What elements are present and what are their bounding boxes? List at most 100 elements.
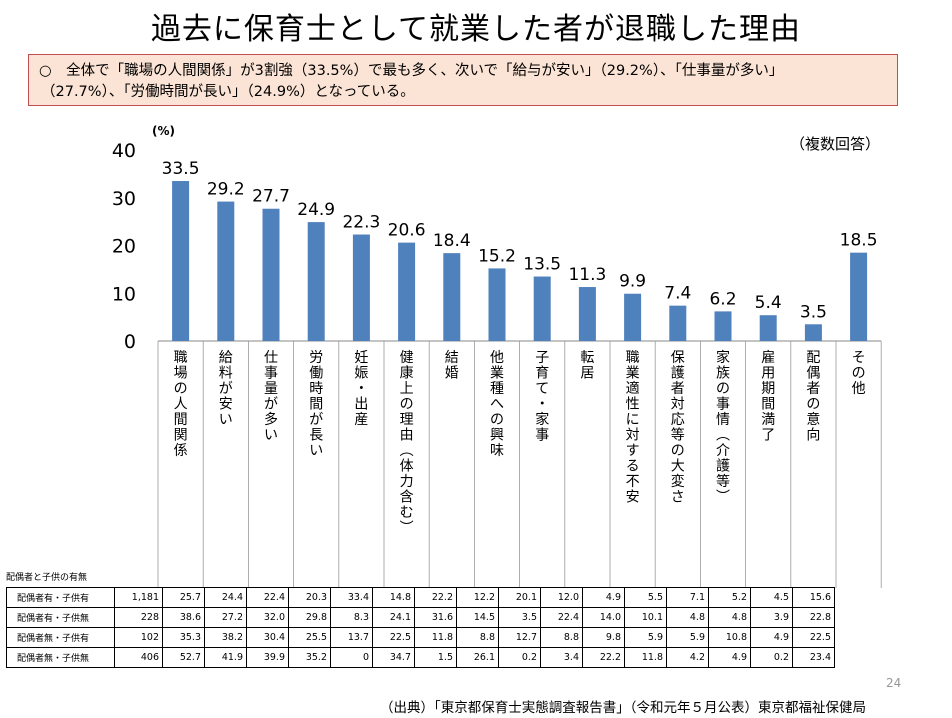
row-label: 配偶者無・子供無	[6, 647, 115, 668]
table-cell: 8.8	[456, 627, 499, 648]
table-cell: 30.4	[246, 627, 289, 648]
category-label-char: 料	[219, 366, 233, 382]
category-label-char: 家	[535, 411, 549, 428]
data-label: 5.4	[755, 293, 782, 313]
category-label-char: 性	[626, 397, 640, 413]
table-cell: 7.1	[666, 587, 709, 608]
category-label-char: そ	[852, 350, 866, 366]
table-cell: 8.3	[330, 607, 373, 628]
category-label-char: 場	[174, 366, 188, 382]
table-cell: 4.8	[708, 607, 751, 628]
table-cell: 0.2	[750, 647, 793, 668]
category-label-char: 力	[400, 474, 414, 490]
data-label: 9.9	[619, 272, 646, 292]
category-label-char: 用	[761, 366, 775, 382]
row-label: 配偶者有・子供無	[6, 607, 115, 628]
table-cell: 14.8	[372, 587, 415, 608]
category-label-char: む	[400, 505, 414, 521]
category-label-char: 子	[535, 350, 549, 366]
category-label-char: 人	[174, 397, 188, 413]
category-label-char: 産	[354, 412, 368, 428]
y-axis-unit: (%)	[152, 124, 175, 138]
category-label-char: に	[626, 412, 640, 428]
category-label-char: 業	[490, 366, 504, 382]
summary-line-1: ○ 全体で「職場の人間関係」が3割強（33.5%）で最も多く、次いで「給与が安い…	[39, 63, 784, 79]
data-label: 6.2	[709, 289, 736, 309]
y-tick-label: 20	[112, 236, 136, 258]
category-label-char: ・	[354, 381, 368, 397]
category-label-char: 事	[264, 366, 278, 382]
table-cell: 3.5	[498, 607, 541, 628]
category-label-char: 種	[490, 381, 504, 397]
page-title: 過去に保育士として就業した者が退職した理由	[150, 12, 802, 47]
table-row: 配偶者無・子供無 406 52.7 41.9 39.9 35.2 0 34.7 1.5 26.1 0…	[6, 647, 835, 668]
table-cell: 22.5	[792, 627, 835, 648]
table-cell: 20.1	[498, 587, 541, 608]
crosstab-table: 配偶者有・子供有 1,181 25.7 24.4 22.4 20.3 33.4 14.8 22.…	[6, 587, 835, 668]
category-label-char: 変	[671, 473, 685, 490]
category-label-char: 了	[761, 428, 775, 444]
category-label-char: 給	[219, 350, 233, 366]
category-label-char: 居	[580, 366, 594, 382]
table-cell: 13.7	[330, 627, 373, 648]
category-label-char: 安	[219, 397, 233, 413]
category-label-char: す	[626, 443, 640, 459]
data-label: 29.2	[207, 180, 245, 200]
data-label: 27.7	[252, 187, 290, 207]
table-cell: 22.8	[792, 607, 835, 628]
bar	[850, 252, 868, 341]
table-cell: 0	[330, 647, 373, 668]
category-label-char: の	[806, 397, 820, 413]
category-label-char: 由	[400, 428, 414, 444]
data-label: 18.4	[433, 231, 471, 251]
table-cell: 22.2	[414, 587, 457, 608]
table-row: 配偶者無・子供有 102 35.3 38.2 30.4 25.5 13.7 22.5 11.8 8…	[6, 627, 835, 648]
category-label-char: 妊	[354, 350, 368, 366]
multiple-answer-note: （複数回答）	[790, 135, 881, 153]
category-label-char: 業	[626, 366, 640, 382]
bar	[443, 253, 461, 341]
bar-chart: 40302010033.5職場の人間関係29.2給料が安い27.7仕事量が多い2…	[112, 140, 882, 588]
category-label-char: が	[264, 397, 278, 413]
table-cell: 38.6	[162, 607, 205, 628]
table-cell: 15.6	[792, 587, 835, 608]
bar	[624, 293, 642, 341]
bar	[714, 311, 732, 341]
table-cell: 24.1	[372, 607, 415, 628]
bar	[172, 181, 190, 341]
table-cell: 4.9	[708, 647, 751, 668]
bar	[804, 324, 822, 341]
category-label-char: 適	[626, 380, 640, 397]
category-label-char: 対	[671, 397, 685, 413]
table-cell: 12.2	[456, 587, 499, 608]
table-cell: 29.8	[288, 607, 331, 628]
category-label-char: ︶	[716, 490, 730, 506]
category-label-char: 娠	[354, 366, 368, 382]
category-label-char: の	[671, 443, 685, 459]
category-label-char: ︵	[400, 443, 414, 459]
category-label-char: ︶	[400, 521, 414, 537]
category-label-char: 等	[671, 427, 685, 444]
table-cell: 26.1	[456, 647, 499, 668]
category-label-char: 興	[490, 428, 504, 444]
category-label-char: 事	[535, 428, 549, 444]
category-label-char: 応	[671, 412, 685, 428]
category-label-char: 職	[174, 350, 188, 366]
category-label-char: 保	[671, 350, 685, 366]
category-label-char: 者	[671, 381, 685, 397]
category-label-char: 他	[490, 350, 504, 366]
bar	[217, 201, 235, 341]
bar	[307, 222, 325, 341]
table-cell: 5.2	[708, 587, 751, 608]
row-count: 1,181	[114, 587, 163, 608]
data-label: 11.3	[568, 265, 606, 285]
category-label-char: 間	[761, 397, 775, 413]
category-label-char: 大	[671, 459, 685, 475]
category-label-char: い	[309, 443, 323, 459]
table-cell: 31.6	[414, 607, 457, 628]
category-label-char: 結	[445, 350, 459, 366]
row-label: 配偶者無・子供有	[6, 627, 115, 648]
category-label-char: の	[400, 397, 414, 413]
category-label-char: の	[852, 366, 866, 382]
summary-box: ○ 全体で「職場の人間関係」が3割強（33.5%）で最も多く、次いで「給与が安い…	[28, 54, 898, 106]
